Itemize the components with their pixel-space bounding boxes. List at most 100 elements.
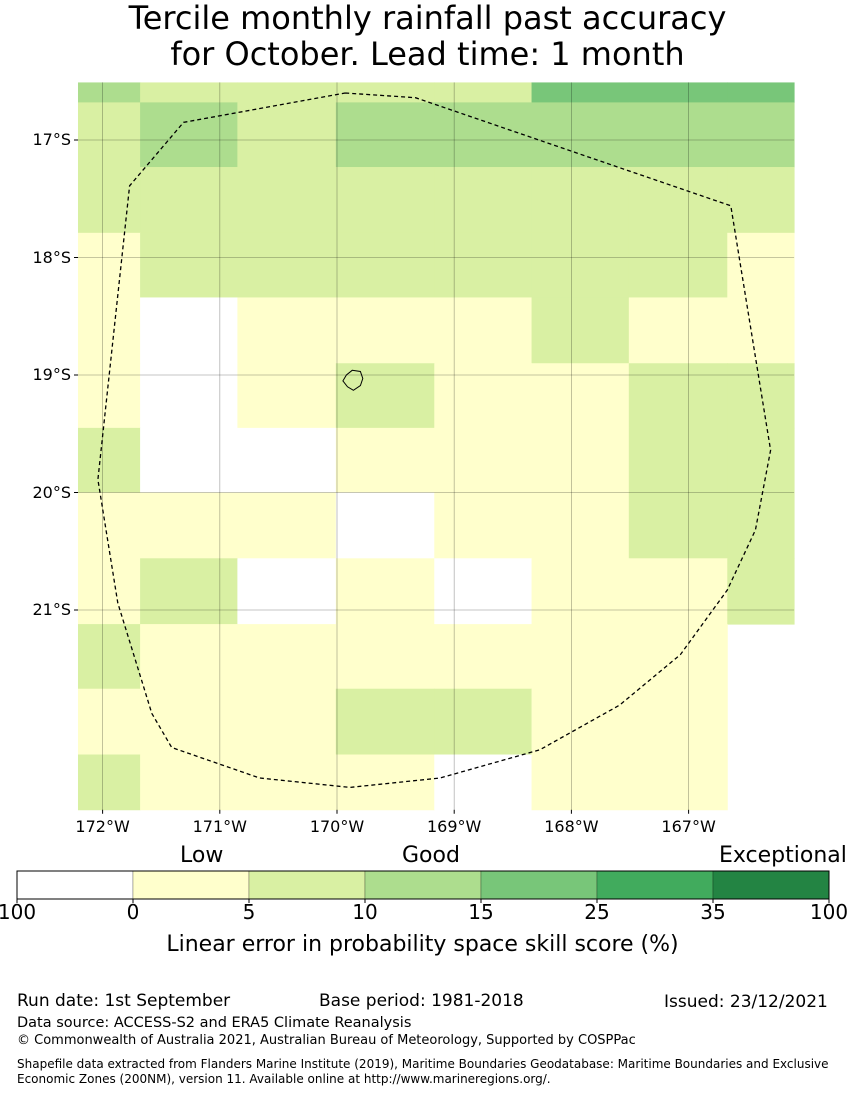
heatmap-cell <box>237 688 337 756</box>
heatmap-cell <box>434 82 533 103</box>
legend-tick-label: 25 <box>584 900 610 924</box>
legend-category-exceptional: Exceptional <box>719 843 847 868</box>
heatmap-cell <box>434 167 533 234</box>
heatmap-cell <box>335 82 435 103</box>
heatmap-cell <box>140 688 238 756</box>
chart-title-line-2: for October. Lead time: 1 month <box>170 35 685 73</box>
legend-swatch <box>132 870 250 900</box>
legend-tick-label: 10 <box>352 900 378 924</box>
heatmap-cell <box>140 754 238 811</box>
copyright: © Commonwealth of Australia 2021, Austra… <box>17 1033 636 1048</box>
x-tick-label: 167°W <box>661 816 716 836</box>
heatmap-cell <box>335 102 435 168</box>
heatmap-cell <box>434 492 533 559</box>
heatmap-cell <box>727 102 795 168</box>
y-tick-label: 17°S <box>32 130 71 149</box>
heatmap-cell <box>77 688 141 756</box>
issued-date: Issued: 23/12/2021 <box>664 992 828 1012</box>
heatmap-cell <box>140 363 238 429</box>
run-date: Run date: 1st September <box>17 991 231 1011</box>
heatmap-cell <box>434 754 533 811</box>
heatmap-cell <box>77 492 141 559</box>
heatmap-cell <box>727 167 795 234</box>
shapefile-credit-1: Shapefile data extracted from Flanders M… <box>17 1057 829 1071</box>
heatmap-cell <box>77 232 141 298</box>
legend-tick-label: 0 <box>126 900 140 924</box>
heatmap-cell <box>335 297 435 364</box>
legend-tick-label: 35 <box>700 900 726 924</box>
legend-swatch <box>480 870 598 900</box>
x-tick-label: 172°W <box>75 816 130 836</box>
heatmap-cell <box>434 427 533 493</box>
heatmap-cell <box>434 102 533 168</box>
heatmap-cell <box>237 232 337 298</box>
heatmap-cell <box>335 754 435 811</box>
heatmap-cell <box>237 297 337 364</box>
x-tick-label: 171°W <box>192 816 247 836</box>
heatmap-cell <box>237 558 337 625</box>
heatmap-cell <box>335 558 435 625</box>
heatmap-cell <box>434 624 533 690</box>
heatmap-cell <box>335 232 435 298</box>
heatmap-cell <box>77 624 141 690</box>
heatmap-cell <box>77 82 141 103</box>
heatmap-cell <box>531 363 630 429</box>
heatmap-cell <box>727 363 795 429</box>
heatmap-cell <box>77 427 141 493</box>
heatmap-cell <box>237 492 337 559</box>
heatmap-cell <box>531 492 630 559</box>
heatmap-cell <box>335 363 435 429</box>
legend-frame <box>16 870 830 900</box>
heatmap-cell <box>140 82 238 103</box>
heatmap-cell <box>628 688 728 756</box>
heatmap-cell <box>531 102 630 168</box>
legend-tick-label: 100 <box>0 900 37 924</box>
heatmap-cell <box>628 492 728 559</box>
heatmap-cell <box>531 754 630 811</box>
heatmap-cell <box>628 363 728 429</box>
legend-tick-label: 15 <box>468 900 494 924</box>
heatmap-cell <box>531 624 630 690</box>
heatmap-cell <box>335 688 435 756</box>
legend-swatch <box>596 870 714 900</box>
heatmap-cell <box>237 427 337 493</box>
heatmap-cell <box>140 427 238 493</box>
heatmap-cell <box>335 427 435 493</box>
heatmap-cell <box>77 167 141 234</box>
heatmap-cell <box>531 82 630 103</box>
heatmap-cell <box>628 167 728 234</box>
heatmap-cell <box>77 297 141 364</box>
legend-swatch <box>712 870 830 900</box>
heatmap-cell <box>628 297 728 364</box>
data-source: Data source: ACCESS-S2 and ERA5 Climate … <box>17 1015 412 1031</box>
y-tick-label: 20°S <box>32 482 71 502</box>
chart-title-line-1: Tercile monthly rainfall past accuracy <box>128 0 727 37</box>
x-tick-label: 169°W <box>427 816 482 836</box>
heatmap-cell <box>727 82 795 103</box>
heatmap-cell <box>628 102 728 168</box>
heatmap-cell <box>434 297 533 364</box>
heatmap-cell <box>434 558 533 625</box>
heatmap-cell <box>531 427 630 493</box>
heatmap-cell <box>727 297 795 364</box>
heatmap-cell <box>335 167 435 234</box>
shapefile-credit-2: Economic Zones (200NM), version 11. Avai… <box>17 1072 551 1086</box>
island-outline <box>342 369 364 391</box>
legend-axis-label: Linear error in probability space skill … <box>166 932 679 957</box>
heatmap-cell <box>140 232 238 298</box>
heatmap-cell <box>628 754 728 811</box>
heatmap-cell <box>237 754 337 811</box>
heatmap-cell <box>434 688 533 756</box>
heatmap-cell <box>727 492 795 559</box>
heatmap-cell <box>531 232 630 298</box>
heatmap-cell <box>77 102 141 168</box>
heatmap-cell <box>237 102 337 168</box>
base-period: Base period: 1981-2018 <box>319 991 524 1011</box>
heatmap-cell <box>237 167 337 234</box>
heatmap-cell <box>140 558 238 625</box>
heatmap-cell <box>531 297 630 364</box>
heatmap-cell <box>77 754 141 811</box>
legend-swatch <box>364 870 482 900</box>
